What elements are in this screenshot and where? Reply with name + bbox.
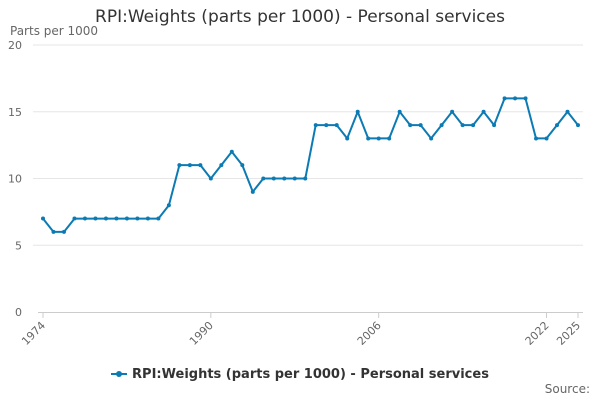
data-point <box>334 123 339 128</box>
data-point <box>229 149 234 154</box>
data-point <box>82 216 87 221</box>
source-label: Source: <box>544 382 590 396</box>
data-point <box>366 136 371 141</box>
x-tick-label: 2025 <box>554 319 583 348</box>
data-point <box>523 96 528 101</box>
data-point <box>250 189 255 194</box>
data-point <box>219 163 224 168</box>
data-point <box>72 216 77 221</box>
data-point <box>492 123 497 128</box>
data-point <box>198 163 203 168</box>
chart-title: RPI:Weights (parts per 1000) - Personal … <box>95 7 505 27</box>
y-tick-label: 10 <box>8 173 22 186</box>
x-tick-label: 1974 <box>19 319 48 348</box>
data-point <box>282 176 287 181</box>
data-point <box>502 96 507 101</box>
data-point <box>145 216 150 221</box>
y-tick-label: 15 <box>8 106 22 119</box>
data-point <box>397 109 402 114</box>
data-point <box>576 123 580 128</box>
legend-item[interactable]: RPI:Weights (parts per 1000) - Personal … <box>111 367 489 382</box>
legend-swatch-icon <box>111 371 128 377</box>
x-tick-label: 2006 <box>355 319 384 348</box>
data-point <box>429 136 434 141</box>
legend-label: RPI:Weights (parts per 1000) - Personal … <box>132 366 489 382</box>
data-point <box>345 136 350 141</box>
data-point <box>187 163 192 168</box>
data-point <box>376 136 381 141</box>
series-layer <box>41 96 580 234</box>
data-point <box>208 176 213 181</box>
data-point <box>324 123 329 128</box>
data-point <box>565 109 570 114</box>
data-point <box>439 123 444 128</box>
data-point <box>460 123 465 128</box>
data-point <box>292 176 297 181</box>
x-tick-label: 1990 <box>187 319 216 348</box>
y-tick-label: 5 <box>15 239 22 252</box>
y-tick-label: 0 <box>15 306 22 319</box>
data-point <box>93 216 98 221</box>
data-point <box>313 123 318 128</box>
data-point <box>240 163 245 168</box>
data-point <box>135 216 140 221</box>
data-point <box>418 123 423 128</box>
y-tick-label: 20 <box>8 39 22 52</box>
legend[interactable]: RPI:Weights (parts per 1000) - Personal … <box>0 364 600 382</box>
data-point <box>544 136 549 141</box>
data-point <box>41 216 45 221</box>
series-line <box>42 97 579 233</box>
data-point <box>534 136 539 141</box>
data-point <box>61 229 66 234</box>
data-point <box>555 123 560 128</box>
y-axis-label: Parts per 1000 <box>10 24 99 38</box>
data-point <box>471 123 476 128</box>
data-point <box>450 109 455 114</box>
data-point <box>481 109 486 114</box>
data-point <box>513 96 518 101</box>
data-point <box>177 163 182 168</box>
x-tick-label: 2022 <box>523 319 552 348</box>
data-point <box>387 136 392 141</box>
data-point <box>408 123 413 128</box>
data-point <box>355 109 360 114</box>
axes: 0 5 10 15 20 1974 1990 2006 2022 2025 <box>8 39 583 348</box>
data-point <box>124 216 129 221</box>
data-point <box>156 216 161 221</box>
data-point <box>103 216 108 221</box>
data-point <box>114 216 119 221</box>
data-point <box>271 176 276 181</box>
data-point <box>166 203 171 208</box>
data-point <box>51 229 56 234</box>
data-point <box>303 176 308 181</box>
gridlines <box>33 44 583 246</box>
data-point <box>261 176 266 181</box>
